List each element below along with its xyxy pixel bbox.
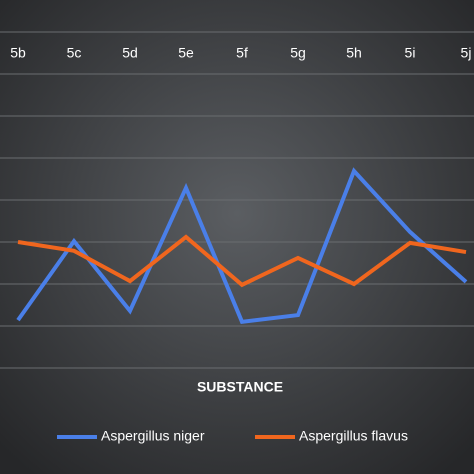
x-tick-label: 5c (67, 45, 82, 61)
x-tick-label: 5b (10, 45, 26, 61)
x-axis-title: SUBSTANCE (197, 379, 283, 395)
legend-label: Aspergillus flavus (299, 428, 408, 444)
x-tick-label: 5h (346, 45, 362, 61)
x-tick-label: 5g (290, 45, 306, 61)
x-tick-label: 5f (236, 45, 248, 61)
series-line (16, 167, 468, 324)
x-tick-label: 5i (405, 45, 416, 61)
x-tick-label: 5e (178, 45, 194, 61)
legend-label: Aspergillus niger (101, 428, 205, 444)
x-tick-label: 5d (122, 45, 138, 61)
series-line (17, 234, 467, 288)
x-tick-label: 5j (461, 45, 472, 61)
